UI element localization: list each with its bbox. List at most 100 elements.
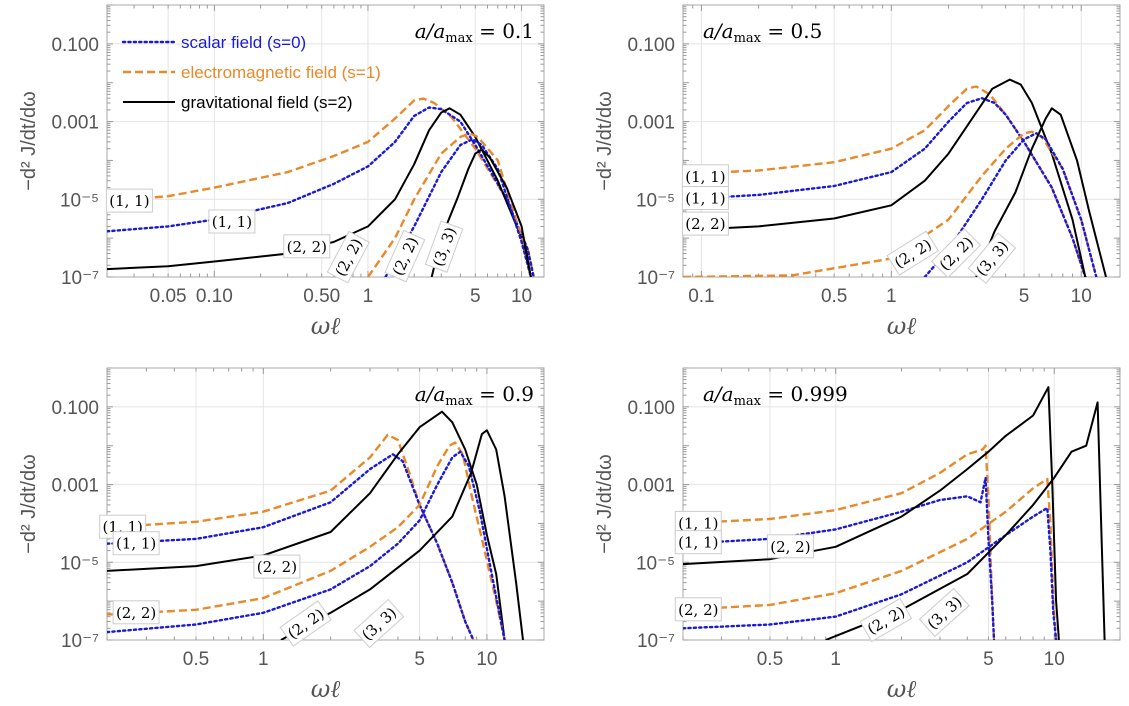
- series-scalar-22: [923, 132, 1098, 277]
- series-group: [683, 386, 1106, 640]
- curve-label-box: [112, 531, 160, 556]
- curve-label-text: (1, 1): [678, 514, 718, 532]
- y-tick-label: 0.001: [627, 113, 675, 134]
- x-tick-label: 1: [830, 649, 841, 670]
- series-group: [683, 78, 1107, 277]
- panel-3: 0.5 1 5 10 0.100 0.001 10⁻⁵ 10⁻⁷ −d² J/dt/dω ωℓ (1…: [18, 367, 545, 703]
- curve-label: (2, 2): [279, 600, 332, 647]
- curve-label-box: [681, 186, 729, 210]
- x-tick-label: 0.05: [150, 286, 187, 307]
- series-gravitational-22: [683, 386, 1060, 640]
- curve-label-box: [279, 600, 332, 647]
- x-tick-label: 0.1: [688, 286, 714, 307]
- curve-label: (2, 2): [766, 534, 814, 559]
- param-label: a/amax = 0.5: [703, 19, 822, 46]
- series-scalar-11: [683, 97, 1087, 277]
- series-gravitational-22: [107, 107, 532, 277]
- x-axis-title: ωℓ: [887, 312, 917, 340]
- curve-labels: (1, 1)(1, 1)(2, 2)(2, 2)(2, 2)(3, 3): [99, 514, 405, 649]
- series-scalar-11: [107, 106, 535, 277]
- x-tick-label: 1: [363, 286, 374, 307]
- series-electromagnetic-22: [367, 132, 533, 277]
- x-tick-label: 0.5: [183, 649, 209, 670]
- curve-label-box: [918, 587, 970, 638]
- series-group: [107, 410, 524, 640]
- curve-labels: (1, 1)(1, 1)(2, 2)(2, 2)(2, 2)(3, 3): [105, 188, 464, 284]
- curve-label: (1, 1): [105, 188, 153, 213]
- curve-label-box: [283, 234, 331, 259]
- series-gravitational-33: [975, 107, 1107, 277]
- series-electromagnetic-11: [107, 433, 475, 640]
- curve-label-box: [253, 554, 301, 579]
- curve-label-text: (1, 1): [212, 213, 252, 231]
- x-tick-label: 5: [983, 649, 994, 670]
- param-label: a/amax = 0.9: [415, 382, 534, 409]
- curve-label-box: [384, 229, 426, 283]
- curve-label-text: (1, 1): [685, 190, 725, 208]
- curve-label-text: (2, 2): [685, 215, 725, 233]
- curve-label: (1, 1): [208, 209, 256, 234]
- curve-label-text: (2, 2): [257, 558, 297, 576]
- curve-label-box: [674, 530, 722, 555]
- series-gravitational-33: [825, 401, 1106, 640]
- curve-label-text: (1, 1): [685, 168, 725, 186]
- curve-label-box: [208, 209, 256, 234]
- series-scalar-22: [384, 138, 533, 277]
- curve-label: (2, 2): [886, 230, 940, 276]
- curve-label: (2, 2): [384, 229, 426, 283]
- legend-label: electromagnetic field (s=1): [181, 63, 381, 82]
- axis-ticks: [682, 4, 1120, 278]
- panels: 0.05 0.10 0.50 1 5 10 0.100 0.001 10⁻⁵ 10⁻⁷ −d² J/…: [18, 4, 1121, 703]
- x-axis-title: ωℓ: [311, 675, 341, 703]
- curve-label-box: [930, 228, 982, 279]
- param-label: a/amax = 0.1: [415, 19, 534, 46]
- y-tick-label: 0.001: [51, 113, 99, 134]
- curve-label: (2, 2): [859, 597, 913, 643]
- curve-label-box: [326, 230, 370, 284]
- y-axis-title: −d² J/dt/dω: [18, 454, 40, 554]
- x-tick-label: 0.5: [821, 286, 847, 307]
- x-tick-label: 0.10: [196, 286, 233, 307]
- plot-frame: [682, 4, 1121, 278]
- y-tick-label: 10⁻⁷: [637, 631, 675, 652]
- series-electromagnetic-11: [683, 85, 1087, 277]
- curve-label: (1, 1): [674, 530, 722, 555]
- curve-label: (2, 2): [681, 211, 729, 236]
- x-tick-label: 1: [258, 649, 269, 670]
- legend: scalar field (s=0) electromagnetic field …: [121, 33, 381, 112]
- x-tick-label: 10: [511, 286, 532, 307]
- y-tick-label: 10⁻⁵: [60, 190, 99, 211]
- series-gravitational-22: [683, 78, 1087, 277]
- curve-label-text: (1, 1): [678, 534, 718, 552]
- x-tick-label: 0.50: [303, 286, 340, 307]
- curve-label: (3, 3): [424, 220, 464, 273]
- x-tick-label: 10: [1071, 286, 1092, 307]
- plot-frame: [106, 4, 545, 278]
- curve-label-box: [674, 597, 722, 622]
- curve-labels: (1, 1)(1, 1)(2, 2)(2, 2)(2, 2)(3, 3): [681, 164, 1017, 284]
- series-gravitational-33: [430, 148, 532, 277]
- curve-label-text: (2, 2): [678, 601, 718, 619]
- y-tick-label: 10⁻⁵: [636, 190, 675, 211]
- x-tick-label: 0.5: [757, 649, 783, 670]
- curve-label: (1, 1): [681, 186, 729, 210]
- legend-label: gravitational field (s=2): [181, 93, 353, 112]
- x-tick-label: 5: [414, 649, 425, 670]
- series-electromagnetic-11: [107, 97, 535, 277]
- curve-label-box: [353, 598, 405, 649]
- y-axis-title: −d² J/dt/dω: [18, 91, 40, 191]
- x-tick-label: 5: [470, 286, 481, 307]
- curve-label-box: [967, 232, 1017, 284]
- series-scalar-11: [683, 476, 996, 640]
- x-axis-title: ωℓ: [887, 675, 917, 703]
- curve-label: (2, 2): [112, 600, 160, 625]
- legend-label: scalar field (s=0): [181, 33, 306, 52]
- param-label: a/amax = 0.999: [703, 382, 848, 409]
- curve-label-text: (1, 1): [116, 535, 156, 553]
- curve-label-text: (2, 2): [287, 238, 327, 256]
- x-tick-label: 5: [1019, 286, 1030, 307]
- curve-label-box: [766, 534, 814, 559]
- y-tick-label: 0.001: [627, 476, 675, 497]
- curve-label-box: [886, 230, 940, 276]
- axis-ticks: [106, 4, 544, 278]
